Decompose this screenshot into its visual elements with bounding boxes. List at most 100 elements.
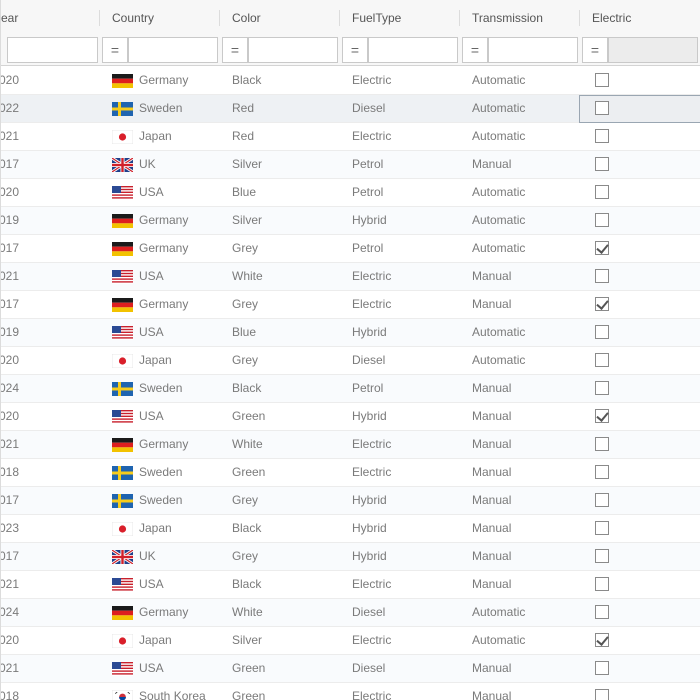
table-row[interactable]: 019 Germany Silver Hybrid Automatic: [1, 207, 700, 235]
cell-country: Germany: [139, 213, 189, 227]
cell-country: USA: [139, 269, 164, 283]
sweden-flag-icon: [112, 466, 133, 480]
electric-checkbox[interactable]: [595, 409, 609, 423]
electric-checkbox[interactable]: [595, 689, 609, 700]
electric-checkbox[interactable]: [595, 381, 609, 395]
cell-year: 021: [0, 577, 20, 591]
electric-checkbox[interactable]: [595, 549, 609, 563]
electric-checkbox[interactable]: [595, 269, 609, 283]
electric-checkbox[interactable]: [595, 213, 609, 227]
table-row[interactable]: 021 USA Black Electric Manual: [1, 571, 700, 599]
table-row[interactable]: 021 USA Green Diesel Manual: [1, 655, 700, 683]
cell-fueltype: Electric: [352, 297, 392, 311]
cell-year: 021: [0, 269, 20, 283]
filter-input-fueltype[interactable]: [368, 37, 458, 63]
cell-country: USA: [139, 409, 164, 423]
column-header-row: ear Country Color FuelType Transmission …: [1, 0, 700, 36]
filter-operator-button[interactable]: =: [582, 37, 608, 63]
column-header-transmission[interactable]: Transmission: [472, 11, 543, 25]
table-row[interactable]: 017 Germany Grey Petrol Automatic: [1, 235, 700, 263]
cell-fueltype: Electric: [352, 577, 392, 591]
cell-transmission: Automatic: [472, 605, 526, 619]
column-header-color[interactable]: Color: [232, 11, 261, 25]
filter-input-electric[interactable]: [608, 37, 698, 63]
column-divider[interactable]: [579, 10, 580, 26]
cell-country: Sweden: [139, 101, 183, 115]
electric-checkbox[interactable]: [595, 241, 609, 255]
electric-checkbox[interactable]: [595, 661, 609, 675]
electric-checkbox[interactable]: [595, 157, 609, 171]
cell-year: 024: [0, 381, 20, 395]
table-row[interactable]: 020 Japan Silver Electric Automatic: [1, 627, 700, 655]
cell-color: Blue: [232, 325, 257, 339]
table-row[interactable]: 021 USA White Electric Manual: [1, 263, 700, 291]
electric-checkbox[interactable]: [595, 633, 609, 647]
filter-operator-button[interactable]: =: [102, 37, 128, 63]
column-divider[interactable]: [459, 10, 460, 26]
filter-input-transmission[interactable]: [488, 37, 578, 63]
table-row[interactable]: 019 USA Blue Hybrid Automatic: [1, 319, 700, 347]
electric-checkbox[interactable]: [595, 521, 609, 535]
filter-operator-button[interactable]: =: [222, 37, 248, 63]
electric-checkbox[interactable]: [595, 605, 609, 619]
table-row[interactable]: 017 UK Silver Petrol Manual: [1, 151, 700, 179]
electric-checkbox[interactable]: [595, 577, 609, 591]
electric-checkbox[interactable]: [595, 297, 609, 311]
filter-input-country[interactable]: [128, 37, 218, 63]
column-divider[interactable]: [339, 10, 340, 26]
column-header-year[interactable]: ear: [1, 11, 19, 25]
electric-checkbox[interactable]: [595, 325, 609, 339]
table-row[interactable]: 020 Japan Grey Diesel Automatic: [1, 347, 700, 375]
cell-fueltype: Electric: [352, 633, 392, 647]
column-header-fueltype[interactable]: FuelType: [352, 11, 402, 25]
cell-year: 024: [0, 605, 20, 619]
cell-year: 021: [0, 129, 20, 143]
filter-operator-button[interactable]: =: [342, 37, 368, 63]
table-row[interactable]: 020 Germany Black Electric Automatic: [1, 67, 700, 95]
column-divider[interactable]: [99, 10, 100, 26]
table-row[interactable]: 020 USA Green Hybrid Manual: [1, 403, 700, 431]
cell-year: 021: [0, 661, 20, 675]
cell-year: 017: [0, 241, 20, 255]
filter-operator-button[interactable]: =: [462, 37, 488, 63]
table-row[interactable]: 022 Sweden Red Diesel Automatic: [1, 95, 700, 123]
electric-checkbox[interactable]: [595, 353, 609, 367]
cell-transmission: Automatic: [472, 213, 526, 227]
cell-color: Black: [232, 73, 262, 87]
cell-year: 019: [0, 325, 20, 339]
electric-checkbox[interactable]: [595, 101, 609, 115]
column-header-country[interactable]: Country: [112, 11, 155, 25]
cell-year: 017: [0, 493, 20, 507]
table-row[interactable]: 021 Germany White Electric Manual: [1, 431, 700, 459]
cell-fueltype: Diesel: [352, 605, 386, 619]
table-row[interactable]: 018 South Korea Green Electric Manual: [1, 683, 700, 700]
table-row[interactable]: 017 UK Grey Hybrid Manual: [1, 543, 700, 571]
table-row[interactable]: 021 Japan Red Electric Automatic: [1, 123, 700, 151]
electric-checkbox[interactable]: [595, 73, 609, 87]
electric-checkbox[interactable]: [595, 129, 609, 143]
table-row[interactable]: 018 Sweden Green Electric Manual: [1, 459, 700, 487]
cell-transmission: Manual: [472, 689, 512, 700]
cell-year: 020: [0, 409, 20, 423]
cell-transmission: Manual: [472, 493, 512, 507]
table-row[interactable]: 020 USA Blue Petrol Automatic: [1, 179, 700, 207]
cell-year: 019: [0, 213, 20, 227]
column-header-electric[interactable]: Electric: [592, 11, 632, 25]
cell-country: Germany: [139, 297, 189, 311]
filter-input-year[interactable]: [7, 37, 98, 63]
table-row[interactable]: 024 Germany White Diesel Automatic: [1, 599, 700, 627]
filter-input-color[interactable]: [248, 37, 338, 63]
table-row[interactable]: 023 Japan Black Hybrid Manual: [1, 515, 700, 543]
usa-flag-icon: [112, 662, 133, 676]
cell-color: Blue: [232, 185, 257, 199]
table-row[interactable]: 017 Germany Grey Electric Manual: [1, 291, 700, 319]
electric-checkbox[interactable]: [595, 437, 609, 451]
electric-checkbox[interactable]: [595, 185, 609, 199]
table-row[interactable]: 024 Sweden Black Petrol Manual: [1, 375, 700, 403]
electric-checkbox[interactable]: [595, 493, 609, 507]
cell-year: 021: [0, 437, 20, 451]
cell-country: Japan: [139, 633, 172, 647]
column-divider[interactable]: [219, 10, 220, 26]
table-row[interactable]: 017 Sweden Grey Hybrid Manual: [1, 487, 700, 515]
electric-checkbox[interactable]: [595, 465, 609, 479]
